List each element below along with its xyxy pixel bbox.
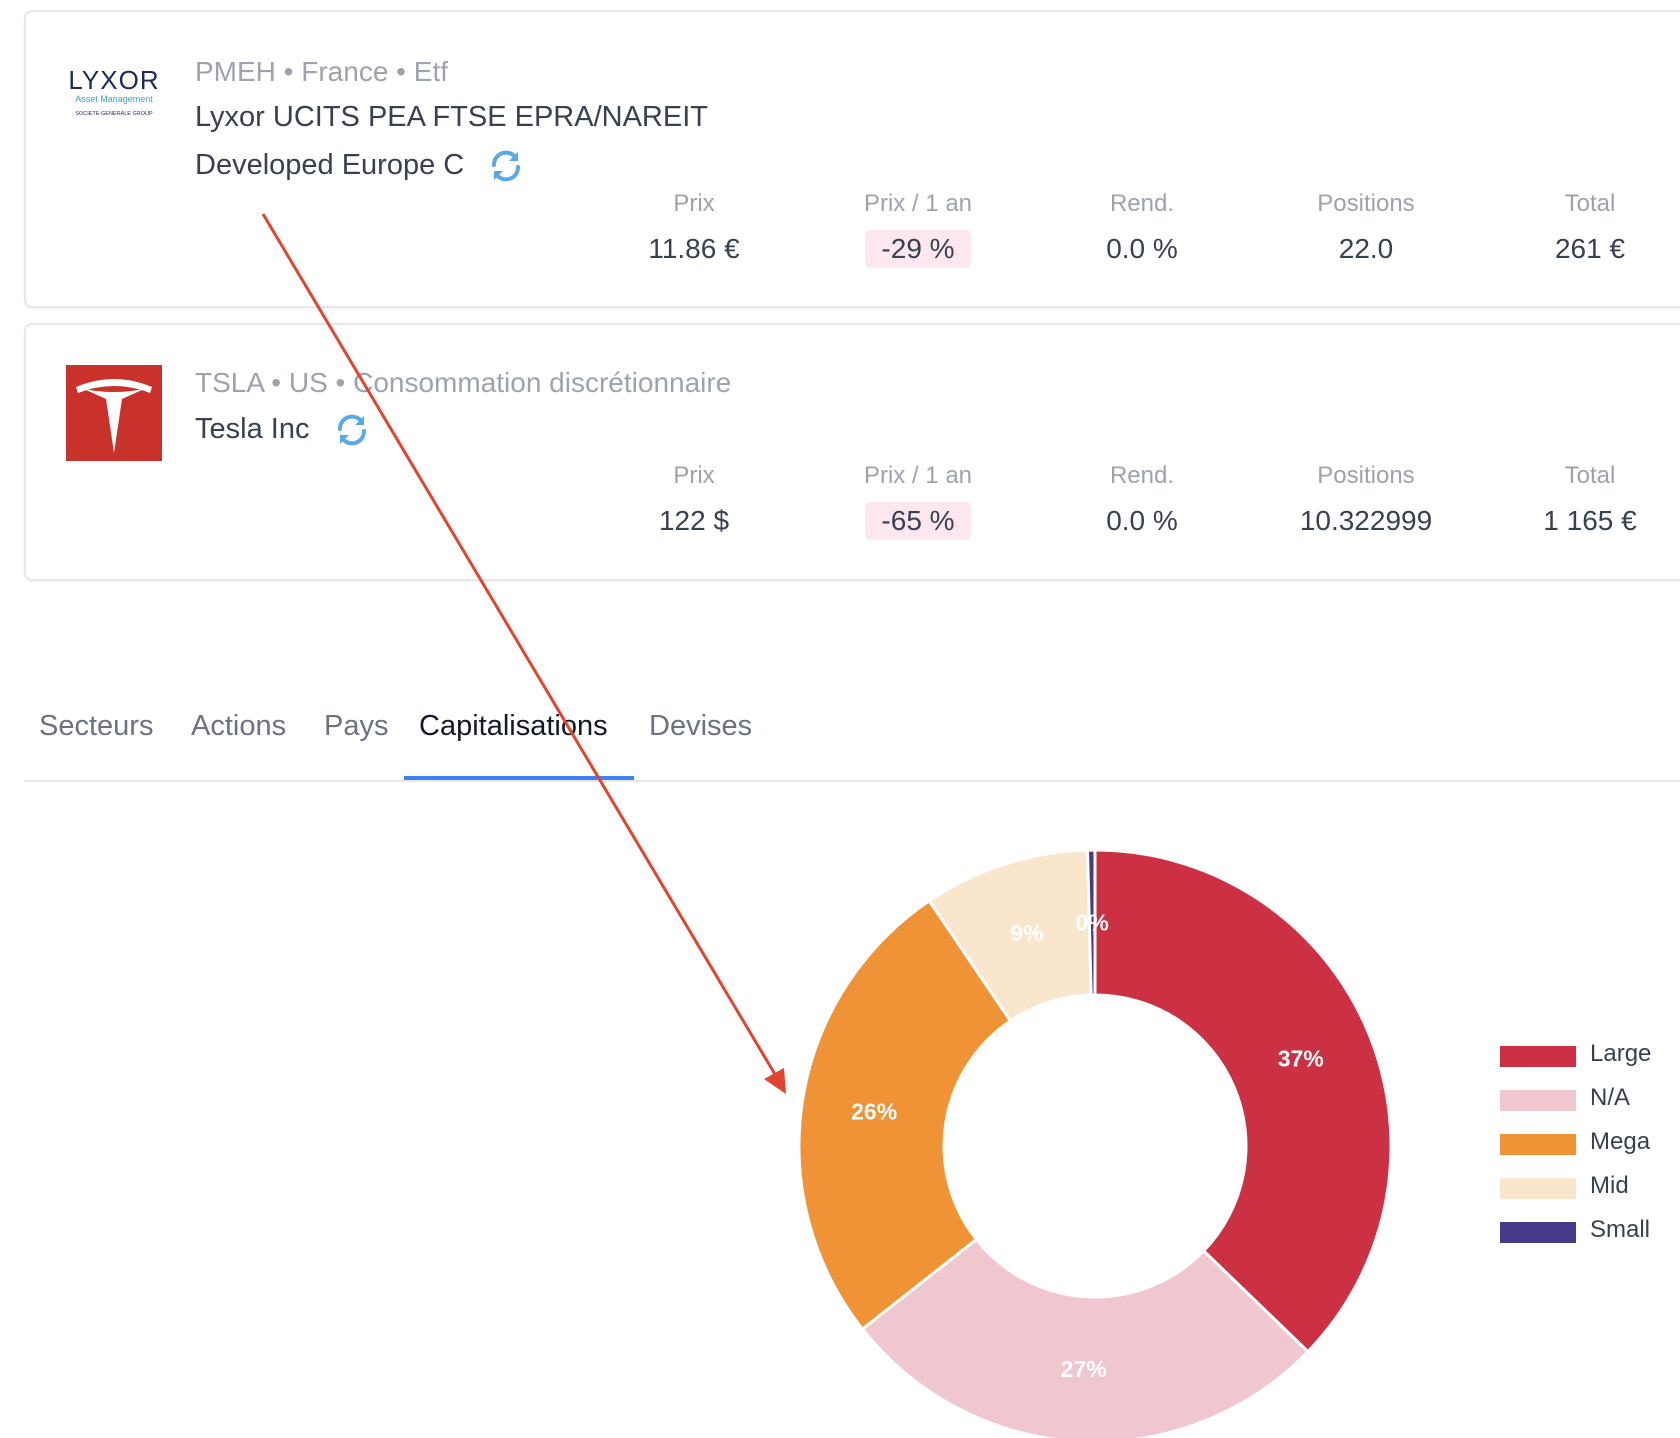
stat-total: Total 261 € [1480, 187, 1680, 268]
donut-data-label: 0% [1076, 910, 1109, 936]
holding-meta: PMEH • France • Etf [195, 56, 448, 87]
legend-swatch [1500, 1222, 1576, 1243]
donut-data-label: 9% [1010, 920, 1043, 946]
stat-value: 261 € [1554, 233, 1626, 264]
stat-label: Prix / 1 an [863, 462, 973, 489]
stat-value: 0.0 % [1106, 233, 1178, 264]
stat-value: 122 $ [658, 505, 730, 536]
stat-value: 11.86 € [648, 233, 740, 264]
donut-data-label: 27% [1061, 1356, 1107, 1382]
tab-secteurs[interactable]: Secteurs [39, 710, 154, 742]
legend-swatch [1500, 1090, 1576, 1111]
stat-total: Total 1 165 € [1480, 459, 1680, 540]
breakdown-tabs: Secteurs Actions Pays Capitalisations De… [24, 690, 1680, 782]
lyxor-logo-sub2: SOCIETE GENERALE GROUP [75, 111, 153, 117]
stat-label: Rend. [1109, 190, 1175, 217]
stat-yield: Rend. 0.0 % [1032, 459, 1252, 540]
stat-price-1y: Prix / 1 an -29 % [808, 187, 1028, 268]
legend-swatch [1500, 1046, 1576, 1067]
stat-value: 10.322999 [1299, 505, 1433, 536]
legend-label: Mega [1590, 1128, 1651, 1155]
stat-price: Prix 122 $ [584, 459, 804, 540]
lyxor-logo-sub1: Asset Management [75, 94, 153, 104]
stat-label: Positions [1317, 462, 1415, 489]
holding-card-tsla[interactable]: TSLA • US • Consommation discrétionnaire… [24, 323, 1680, 581]
stat-label: Rend. [1109, 462, 1175, 489]
holding-name[interactable]: Lyxor UCITS PEA FTSE EPRA/NAREIT [195, 101, 708, 133]
stat-price: Prix 11.86 € [584, 187, 804, 268]
tab-devises[interactable]: Devises [649, 710, 753, 742]
stat-value-badge: -65 % [865, 502, 971, 540]
stat-value: 22.0 [1338, 233, 1394, 264]
legend-label: N/A [1590, 1084, 1631, 1111]
holding-name[interactable]: Tesla Inc [195, 413, 310, 445]
stat-value: 0.0 % [1106, 505, 1178, 536]
legend-label: Mid [1590, 1172, 1629, 1199]
holding-name-line2[interactable]: Developed Europe C [195, 149, 465, 181]
legend-label: Small [1590, 1216, 1651, 1243]
donut-data-label: 37% [1278, 1046, 1324, 1072]
stat-positions: Positions 10.322999 [1256, 459, 1476, 540]
lyxor-logo: LYXOR Asset Management SOCIETE GENERALE … [66, 64, 162, 160]
donut-slice-na[interactable] [860, 1237, 1311, 1438]
refresh-icon[interactable] [488, 148, 524, 184]
donut-data-label: 26% [851, 1099, 897, 1125]
stat-label: Total [1564, 190, 1616, 217]
holding-meta: TSLA • US • Consommation discrétionnaire [195, 367, 732, 398]
tab-capitalisations[interactable]: Capitalisations [419, 710, 608, 742]
legend-label: Large [1590, 1040, 1652, 1067]
donut-slice-large[interactable] [1093, 848, 1393, 1354]
stat-yield: Rend. 0.0 % [1032, 187, 1252, 268]
donut-slice-mega[interactable] [797, 898, 1013, 1332]
stat-price-1y: Prix / 1 an -65 % [808, 459, 1028, 540]
stat-label: Total [1564, 462, 1616, 489]
active-tab-indicator [404, 776, 634, 780]
tesla-logo [66, 365, 162, 461]
stat-label: Positions [1317, 190, 1415, 217]
stat-value-badge: -29 % [865, 230, 971, 268]
capitalisation-donut-chart: 37% 27% 26% 9% 0% [797, 848, 1393, 1438]
lyxor-logo-brand: LYXOR [68, 65, 159, 95]
refresh-icon[interactable] [334, 412, 370, 448]
tab-actions[interactable]: Actions [191, 710, 287, 742]
stat-positions: Positions 22.0 [1256, 187, 1476, 268]
donut-slice-small[interactable] [1085, 848, 1097, 997]
legend-swatch [1500, 1134, 1576, 1155]
holding-card-pmeh[interactable]: LYXOR Asset Management SOCIETE GENERALE … [24, 10, 1680, 308]
stat-label: Prix [673, 190, 715, 217]
stat-label: Prix / 1 an [863, 190, 973, 217]
stat-value: 1 165 € [1543, 505, 1637, 536]
legend-swatch [1500, 1178, 1576, 1199]
stat-label: Prix [673, 462, 715, 489]
tab-pays[interactable]: Pays [324, 710, 389, 742]
